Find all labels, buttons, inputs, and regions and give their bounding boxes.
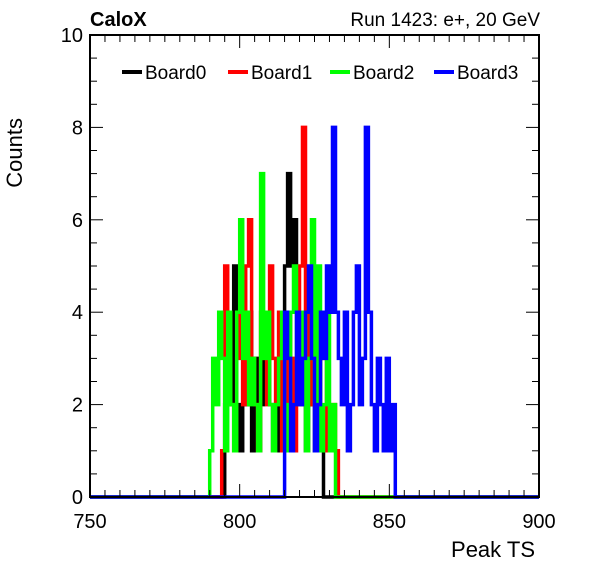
series-line-board3 (90, 125, 539, 499)
y-tick-label: 8 (72, 117, 83, 139)
legend-label-board3: Board3 (457, 63, 518, 84)
legend-label-board2: Board2 (353, 63, 414, 84)
x-tick-label: 800 (223, 511, 256, 533)
legend-label-board1: Board1 (251, 63, 312, 84)
x-tick-label: 900 (522, 511, 555, 533)
y-tick-label: 10 (61, 25, 83, 47)
y-axis-title: Counts (2, 118, 27, 188)
legend-label-board0: Board0 (145, 63, 206, 84)
y-tick-label: 2 (72, 395, 83, 417)
x-tick-label: 850 (373, 511, 406, 533)
x-axis-title: Peak TS (451, 537, 535, 562)
y-tick-label: 4 (72, 302, 83, 324)
x-tick-label: 750 (73, 511, 106, 533)
header-left-label: CaloX (90, 9, 147, 31)
header-right-label: Run 1423: e+, 20 GeV (350, 10, 540, 31)
series-layer (90, 125, 539, 499)
legend: Board0 Board1 Board2 Board3 (122, 63, 518, 84)
y-tick-label: 6 (72, 210, 83, 232)
series-line-board2 (90, 171, 539, 499)
tick-layer: 750 800 850 900 0 2 4 6 8 10 (61, 25, 556, 533)
y-tick-label: 0 (72, 487, 83, 509)
